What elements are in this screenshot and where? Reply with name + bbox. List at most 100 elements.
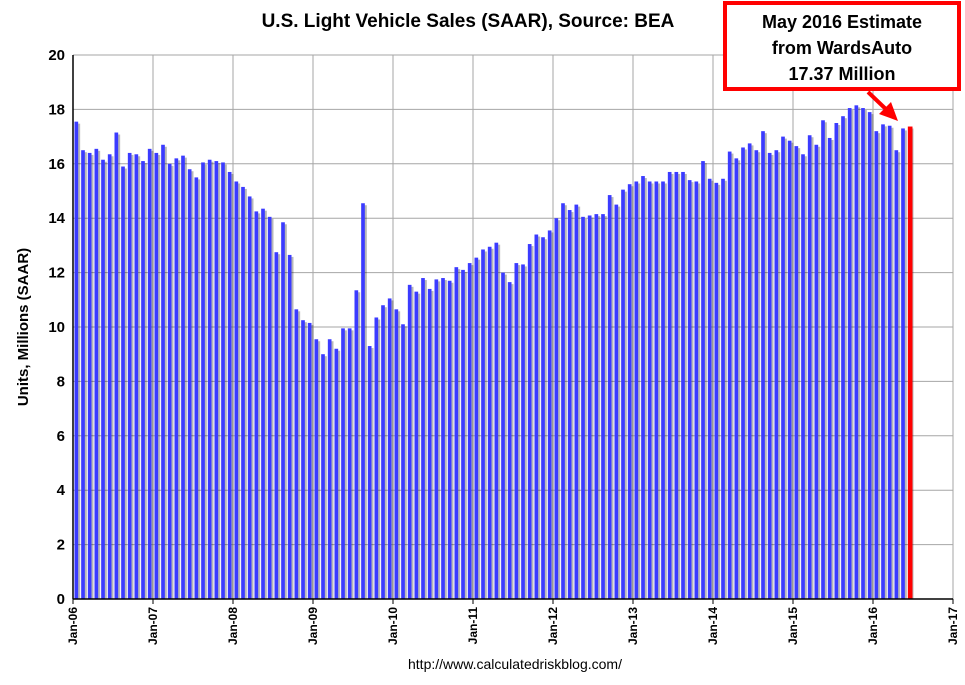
bar — [327, 339, 332, 599]
y-tick-label: 18 — [48, 101, 65, 118]
bar — [567, 210, 572, 600]
bar — [854, 105, 859, 599]
bar — [807, 135, 812, 600]
bar-shadow — [429, 290, 434, 599]
bar-shadow — [336, 350, 341, 599]
bar — [801, 154, 805, 599]
bar-shadow — [689, 182, 694, 599]
bar-shadow — [849, 110, 854, 599]
bar-shadow — [109, 156, 114, 599]
bar — [387, 298, 392, 599]
bar — [541, 237, 545, 600]
bar-shadow — [656, 183, 661, 600]
x-tick-label: Jan-12 — [546, 607, 560, 645]
annotation-box — [723, 1, 961, 91]
bar — [194, 177, 199, 599]
bar — [901, 128, 905, 599]
bar — [301, 320, 305, 599]
bar-shadow — [509, 284, 514, 599]
bar — [521, 264, 525, 599]
bar-shadow — [329, 341, 334, 599]
bar — [647, 181, 652, 600]
bar — [354, 290, 359, 599]
bar — [361, 203, 365, 600]
bar-shadow — [616, 206, 621, 599]
bar — [687, 180, 692, 599]
bar-shadow — [569, 212, 574, 600]
bar-shadow — [389, 300, 394, 599]
bar-shadow — [169, 165, 174, 600]
bar — [407, 284, 412, 599]
y-tick-label: 12 — [48, 265, 65, 282]
bar — [894, 150, 899, 599]
bar — [607, 195, 612, 599]
bar — [674, 171, 679, 599]
bar-shadow — [83, 152, 87, 599]
bar-shadow — [669, 173, 674, 599]
bar-shadow — [89, 154, 94, 600]
y-tick-label: 2 — [57, 537, 65, 554]
bar-shadow — [443, 280, 447, 599]
bar — [874, 131, 879, 599]
bar — [714, 182, 719, 599]
bar-shadow — [683, 173, 687, 599]
annotation-line-3: 17.37 Million — [788, 64, 895, 84]
bar — [107, 154, 112, 599]
bar-shadow — [143, 163, 147, 599]
bar — [241, 186, 245, 600]
bar-shadow — [649, 183, 654, 600]
bar-shadow — [229, 173, 234, 599]
bar-shadow — [789, 142, 794, 599]
bar — [821, 120, 825, 599]
bar-shadow — [703, 163, 707, 599]
bar — [287, 254, 292, 600]
bar — [161, 144, 165, 599]
bar-shadow — [749, 145, 754, 599]
bar — [207, 159, 212, 599]
bar-shadow — [629, 186, 634, 599]
bar-shadow — [423, 280, 427, 599]
bar-shadow — [696, 183, 701, 600]
bar — [347, 328, 352, 599]
bar-shadow — [489, 248, 494, 599]
bar — [181, 155, 185, 599]
bar-shadow — [763, 133, 767, 599]
bar-shadow — [383, 307, 387, 599]
bar-shadow — [256, 213, 261, 599]
bar-shadow — [829, 139, 834, 599]
bar — [721, 178, 725, 599]
bar-shadow — [723, 180, 727, 599]
bar — [267, 216, 272, 599]
bar — [434, 279, 439, 599]
bar — [701, 161, 705, 599]
bar — [341, 328, 345, 599]
bar — [227, 171, 232, 599]
bar-shadow — [556, 220, 561, 599]
bar-shadow — [843, 118, 847, 599]
bar — [274, 252, 279, 599]
bar — [861, 108, 865, 599]
bar — [614, 204, 619, 599]
bar — [747, 143, 752, 599]
bar — [847, 108, 852, 599]
bar-shadow — [543, 239, 547, 600]
bar-shadow — [589, 217, 594, 600]
bar — [734, 158, 739, 600]
x-tick-label: Jan-08 — [226, 607, 240, 645]
bar-shadow — [309, 324, 314, 599]
bar — [474, 257, 479, 599]
bar-shadow — [203, 164, 207, 599]
bar — [367, 346, 372, 599]
bar — [167, 163, 172, 600]
x-tick-label: Jan-17 — [946, 607, 960, 645]
bar — [74, 121, 79, 599]
bar — [454, 267, 459, 599]
bar — [741, 147, 745, 600]
bar — [254, 211, 259, 599]
bar-shadow — [476, 259, 481, 599]
bar-shadow — [603, 216, 607, 599]
bar-shadow — [643, 178, 647, 600]
bar-shadow — [863, 110, 867, 599]
bar — [667, 171, 672, 599]
bar-shadow — [716, 184, 721, 599]
